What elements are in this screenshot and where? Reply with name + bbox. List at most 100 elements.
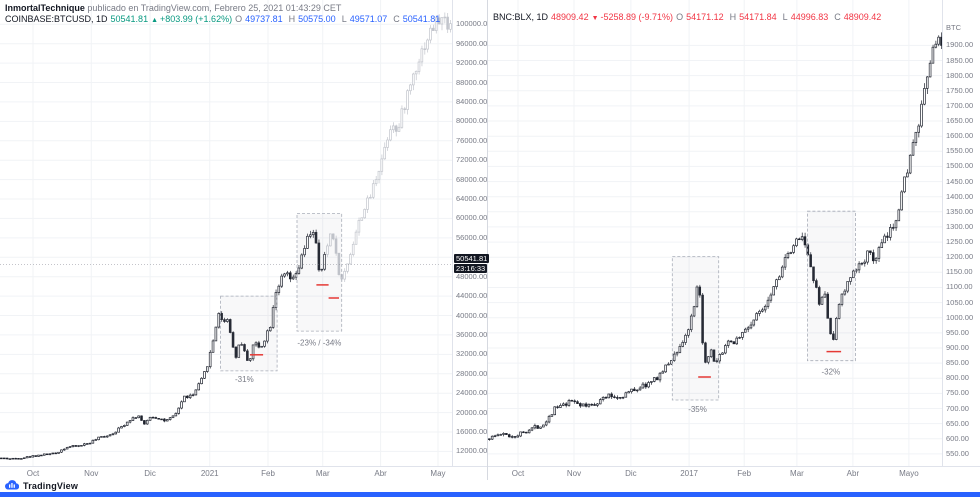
price-change: -5258.89 (-9.71%) — [600, 12, 674, 22]
y-axis-tick: 1900.00 — [946, 40, 974, 50]
y-axis-tick: 1450.00 — [946, 176, 974, 186]
x-axis-label: Mayo — [899, 469, 919, 478]
candlestick-chart-blx: -35% -32% — [488, 0, 943, 466]
y-axis-tick: 84000.00 — [456, 96, 488, 106]
bottom-accent-bar — [0, 492, 980, 497]
symbol-title[interactable]: COINBASE:BTCUSD, 1D — [5, 14, 108, 24]
y-axis-tick: 20000.00 — [456, 407, 488, 417]
y-axis-tick: 700.00 — [946, 403, 969, 413]
y-axis-tick: 1150.00 — [946, 267, 973, 277]
chart-pane-blx-2017: -35% -32% BNC:BLX, 1D 48909.42 ▼ -5258.89 (-… — [487, 0, 980, 480]
legend-ohlc-o: O 49737.81 — [235, 14, 283, 24]
bar-countdown-badge: 23:16:33 — [454, 264, 488, 274]
y-axis-tick: 950.00 — [946, 327, 969, 337]
legend-ohlc-o: O 54171.12 — [676, 12, 724, 22]
y-axis-tick: 68000.00 — [456, 174, 488, 184]
annotation-box — [296, 213, 343, 332]
y-axis-tick: 36000.00 — [456, 329, 488, 339]
legend-ohlc-h: H 50575.00 — [288, 14, 336, 24]
footer: TradingView — [0, 480, 980, 492]
tradingview-brand[interactable]: TradingView — [23, 481, 79, 491]
charts-row: -31% -23% / -34% COINBASE:BTCUSD, 1D 50541… — [0, 0, 980, 480]
y-axis-tick: 1000.00 — [946, 312, 974, 322]
y-axis-tick: 1650.00 — [946, 116, 974, 126]
y-axis-tick: 650.00 — [946, 418, 969, 428]
y-axis-tick: 16000.00 — [456, 427, 488, 437]
y-axis-tick: 1550.00 — [946, 146, 974, 156]
annotation-box — [671, 256, 720, 401]
y-axis-tick: 60000.00 — [456, 213, 488, 223]
change-up-arrow-icon: ▲ — [151, 17, 159, 24]
chart-plot-area-left[interactable]: -31% -23% / -34% — [0, 0, 452, 466]
legend-ohlc-h: H 54171.84 — [729, 12, 777, 22]
y-axis-tick: 550.00 — [946, 448, 969, 458]
time-axis-right[interactable]: Oct Nov Dic 2017 Feb Mar Abr Mayo — [488, 466, 980, 480]
x-axis-label: Dic — [625, 469, 637, 478]
y-axis-tick: 1400.00 — [946, 191, 974, 201]
last-price: 48909.42 — [551, 12, 589, 22]
legend-ohlc-l: L 44996.83 — [782, 12, 829, 22]
ohlc-values: O 54171.12 H 54171.84 L 44996.83 C 48909.42 — [676, 12, 887, 22]
time-axis-left[interactable]: Oct Nov Dic 2021 Feb Mar Abr May — [0, 466, 487, 480]
x-axis-label: May — [430, 469, 446, 478]
legend-ohlc-c: C 50541.81 — [393, 14, 441, 24]
y-axis-tick: 72000.00 — [456, 155, 488, 165]
x-axis-label: Abr — [374, 469, 387, 478]
y-axis-tick: 40000.00 — [456, 310, 488, 320]
x-axis-label: Nov — [566, 469, 582, 478]
price-axis-right[interactable]: BTC 1900.00 1850.00 1800.00 1750.00 1700.00 16… — [942, 0, 980, 466]
annotation-box — [220, 295, 278, 372]
chart-legend-right: BNC:BLX, 1D 48909.42 ▼ -5258.89 (-9.71%) O 54… — [493, 12, 890, 22]
y-axis-tick: 800.00 — [946, 373, 969, 383]
y-axis-tick: 750.00 — [946, 388, 969, 398]
x-axis-label: Feb — [261, 469, 275, 478]
y-axis-tick: 64000.00 — [456, 194, 488, 204]
x-axis-label: Mar — [790, 469, 804, 478]
annotation-label: -35% — [688, 405, 707, 414]
symbol-title[interactable]: BNC:BLX, 1D — [493, 12, 549, 22]
price-change: +803.99 (+1.62%) — [160, 14, 233, 24]
y-axis-tick: 100000.00 — [456, 19, 492, 29]
y-axis-tick: 48000.00 — [456, 271, 488, 281]
y-axis-tick: 76000.00 — [456, 135, 488, 145]
annotation-label: -32% — [822, 368, 841, 377]
y-axis-tick: 1050.00 — [946, 297, 974, 307]
y-axis-tick: 80000.00 — [456, 116, 488, 126]
y-axis-tick: 12000.00 — [456, 446, 488, 456]
chart-plot-area-right[interactable]: -35% -32% — [488, 0, 943, 466]
y-axis-tick: 88000.00 — [456, 77, 488, 87]
y-axis-tick: 24000.00 — [456, 388, 488, 398]
x-axis-label: Feb — [737, 469, 752, 478]
y-axis-tick: 1250.00 — [946, 237, 974, 247]
y-axis-tick: 1100.00 — [946, 282, 973, 292]
tradingview-logo-icon[interactable] — [5, 477, 20, 495]
x-axis-label: Oct — [511, 469, 525, 478]
y-axis-tick: 1800.00 — [946, 70, 974, 80]
price-axis-left[interactable]: 100000.00 96000.00 92000.00 88000.00 84000.0… — [452, 0, 491, 466]
publisher-line: InmortalTechnique publicado en TradingVi… — [5, 3, 341, 13]
y-axis-tick: 600.00 — [946, 433, 969, 443]
ohlc-values: O 49737.81 H 50575.00 L 49571.07 C 50541.81 — [235, 14, 446, 24]
candlestick-chart-btcusd: -31% -23% / -34% — [0, 0, 452, 466]
change-down-arrow-icon: ▼ — [591, 15, 599, 22]
y-axis-tick: 28000.00 — [456, 368, 488, 378]
y-axis-tick: 56000.00 — [456, 232, 488, 242]
x-axis-label: Dic — [144, 469, 156, 478]
x-axis-label: Mar — [315, 469, 330, 478]
chart-legend-left: COINBASE:BTCUSD, 1D 50541.81 ▲ +803.99 (+1.… — [5, 14, 449, 24]
last-price: 50541.81 — [110, 14, 149, 24]
x-axis-label: 2021 — [200, 469, 219, 478]
x-axis-label: Abr — [846, 469, 860, 478]
x-axis-label: Oct — [26, 469, 40, 478]
annotation-label: -31% — [235, 375, 254, 384]
y-axis-tick: 1500.00 — [946, 161, 974, 171]
y-axis-tick: 1700.00 — [946, 100, 974, 110]
x-axis-label: Nov — [84, 469, 99, 478]
publisher-name[interactable]: InmortalTechnique — [5, 3, 85, 13]
legend-ohlc-l: L 49571.07 — [341, 14, 388, 24]
legend-ohlc-c: C 48909.42 — [834, 12, 882, 22]
y-axis-tick: 1850.00 — [946, 55, 974, 65]
y-axis-tick: 1200.00 — [946, 252, 974, 262]
publisher-suffix: publicado en TradingView.com, Febrero 25… — [84, 3, 342, 13]
y-axis-tick: 850.00 — [946, 358, 969, 368]
